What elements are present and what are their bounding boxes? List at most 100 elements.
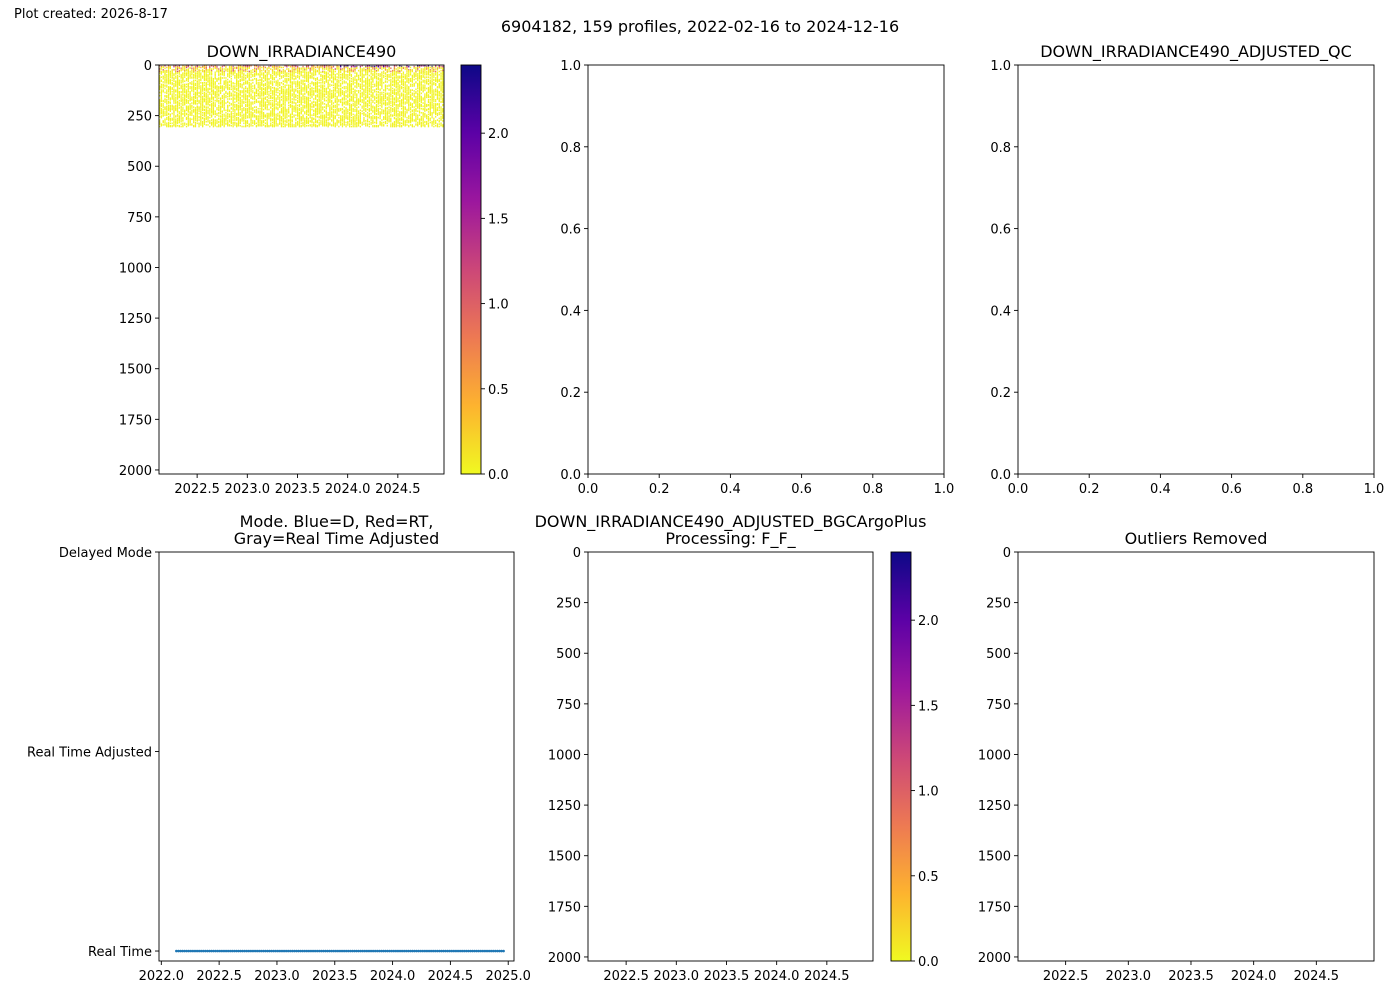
- heatmap-cell: [218, 94, 220, 97]
- heatmap-cell: [198, 72, 200, 74]
- heatmap-cell: [309, 69, 311, 72]
- heatmap-cell: [280, 90, 283, 93]
- heatmap-cell: [365, 70, 367, 73]
- heatmap-cell: [171, 107, 173, 110]
- heatmap-cell: [202, 65, 204, 68]
- heatmap-cell: [350, 96, 353, 99]
- heatmap-cell: [160, 89, 163, 91]
- heatmap-cell: [245, 111, 247, 114]
- heatmap-cell: [264, 116, 266, 118]
- heatmap-cell: [341, 76, 344, 78]
- heatmap-cell: [300, 116, 302, 118]
- heatmap-cell: [245, 69, 247, 71]
- heatmap-cell: [302, 108, 304, 111]
- heatmap-cell: [332, 120, 335, 122]
- heatmap-cell: [261, 92, 263, 95]
- heatmap-cell: [327, 124, 329, 127]
- heatmap-cell: [291, 104, 293, 107]
- heatmap-cell: [196, 103, 198, 105]
- heatmap-cell: [198, 71, 200, 74]
- heatmap-cell: [309, 124, 311, 127]
- heatmap-cell: [280, 120, 283, 122]
- heatmap-cell: [363, 104, 365, 107]
- heatmap-cell: [250, 71, 252, 74]
- heatmap-cell: [368, 112, 370, 115]
- heatmap-cell: [270, 107, 272, 109]
- heatmap-cell: [361, 73, 363, 75]
- heatmap-cell: [254, 87, 256, 90]
- heatmap-cell: [289, 69, 292, 72]
- heatmap-cell: [178, 90, 180, 93]
- heatmap-cell: [243, 83, 245, 86]
- heatmap-cell: [221, 124, 223, 126]
- heatmap-cell: [374, 73, 376, 76]
- heatmap-cell: [207, 83, 209, 86]
- heatmap-cell: [279, 93, 281, 95]
- heatmap-cell: [252, 79, 254, 82]
- heatmap-cell: [214, 86, 216, 89]
- heatmap-cell: [354, 120, 356, 123]
- heatmap-cell: [270, 112, 272, 115]
- heatmap-cell: [255, 72, 258, 74]
- heatmap-cell: [227, 73, 229, 76]
- heatmap-cell: [167, 75, 170, 78]
- heatmap-cell: [338, 87, 340, 90]
- heatmap-cell: [325, 78, 327, 81]
- heatmap-cell: [246, 111, 249, 113]
- heatmap-cell: [323, 77, 326, 80]
- heatmap-cell: [232, 71, 234, 74]
- heatmap-cell: [334, 111, 336, 113]
- heatmap-cell: [184, 76, 186, 78]
- heatmap-cell: [261, 69, 263, 72]
- heatmap-cell: [340, 118, 342, 121]
- heatmap-cell: [313, 118, 315, 121]
- heatmap-cell: [273, 77, 275, 79]
- heatmap-cell: [254, 123, 256, 125]
- heatmap-cell: [284, 110, 286, 112]
- heatmap-cell: [239, 121, 241, 124]
- heatmap-cell: [239, 82, 241, 85]
- heatmap-cell: [176, 90, 179, 92]
- heatmap-cell: [254, 102, 256, 104]
- heatmap-cell: [164, 87, 166, 90]
- heatmap-cell: [322, 116, 324, 119]
- heatmap-cell: [205, 68, 207, 70]
- heatmap-cell: [305, 110, 308, 112]
- heatmap-cell: [329, 89, 331, 91]
- heatmap-cell: [248, 77, 250, 80]
- heatmap-cell: [336, 120, 338, 122]
- heatmap-cell: [327, 121, 329, 124]
- heatmap-cell: [219, 69, 222, 72]
- heatmap-cell: [304, 111, 306, 114]
- heatmap-cell: [214, 116, 216, 118]
- heatmap-cell: [307, 107, 310, 110]
- heatmap-cell: [171, 117, 173, 120]
- heatmap-cell: [216, 88, 218, 91]
- heatmap-cell: [327, 102, 329, 104]
- heatmap-cell: [218, 97, 220, 99]
- heatmap-cell: [166, 124, 168, 126]
- heatmap-cell: [349, 100, 351, 103]
- heatmap-cell: [166, 106, 168, 108]
- heatmap-cell: [202, 109, 204, 112]
- heatmap-cell: [336, 81, 338, 83]
- heatmap-cell: [257, 119, 259, 121]
- heatmap-cell: [357, 77, 360, 79]
- heatmap-cell: [372, 80, 374, 82]
- heatmap-cell: [305, 107, 308, 109]
- heatmap-cell: [254, 106, 256, 108]
- heatmap-cell: [365, 80, 367, 82]
- heatmap-cell: [169, 118, 171, 121]
- heatmap-cell: [193, 69, 195, 72]
- heatmap-cell: [207, 91, 209, 94]
- heatmap-cell: [298, 118, 301, 121]
- heatmap-cell: [268, 97, 270, 99]
- heatmap-cell: [316, 85, 318, 87]
- heatmap-cell: [298, 67, 301, 70]
- heatmap-cell: [297, 87, 299, 90]
- heatmap-cell: [341, 120, 344, 122]
- heatmap-cell: [210, 89, 213, 91]
- heatmap-cell: [259, 76, 261, 78]
- heatmap-cell: [318, 89, 320, 91]
- heatmap-cell: [361, 92, 363, 95]
